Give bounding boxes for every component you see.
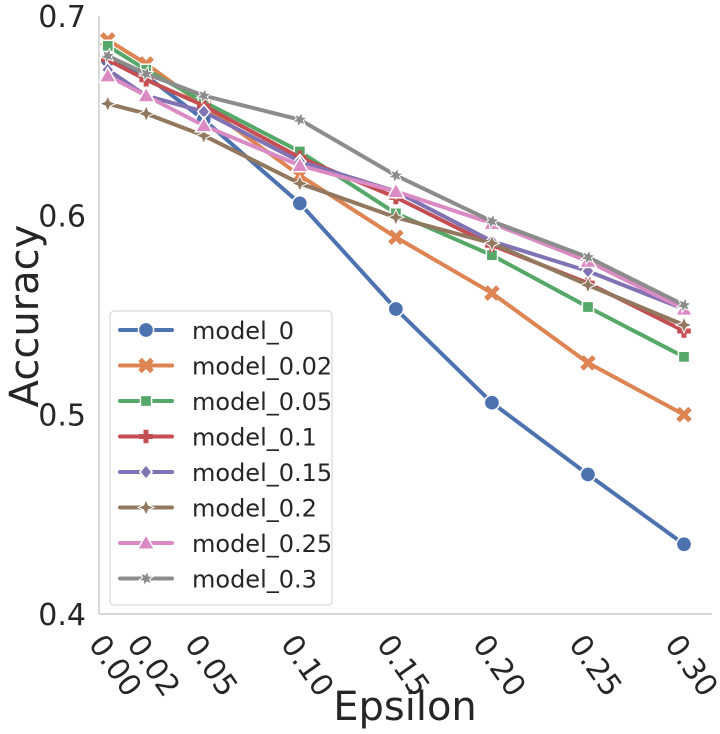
legend-item: model_0.3 <box>118 566 317 594</box>
data-point <box>194 126 214 145</box>
data-point <box>580 355 596 371</box>
series-line <box>105 43 686 359</box>
legend-label: model_0.25 <box>192 530 332 558</box>
series-line <box>105 101 686 327</box>
data-point <box>136 104 156 123</box>
data-point <box>482 233 502 253</box>
data-point <box>195 87 213 105</box>
data-point <box>578 275 598 295</box>
data-point <box>194 115 214 133</box>
data-point <box>290 174 310 193</box>
x-tick-label: 0.10 <box>273 629 340 704</box>
legend-label: model_0.2 <box>192 495 317 523</box>
x-tick-label: 0.30 <box>657 629 720 704</box>
data-point <box>674 315 694 335</box>
legend-label: model_0.3 <box>192 566 317 594</box>
data-point <box>579 466 597 483</box>
y-tick-label: 0.7 <box>38 0 86 35</box>
legend-box <box>109 310 333 606</box>
axes <box>98 16 712 615</box>
data-point <box>291 111 309 129</box>
data-point <box>290 155 310 173</box>
data-point <box>137 65 155 83</box>
data-point <box>138 357 154 374</box>
data-point <box>484 285 500 301</box>
data-point <box>675 296 693 314</box>
x-axis-title: Epsilon <box>333 684 477 730</box>
series-line <box>105 73 686 312</box>
data-point <box>139 429 153 444</box>
data-point <box>138 463 154 481</box>
legend-item: model_0.1 <box>118 424 317 452</box>
data-point <box>386 208 406 227</box>
y-tick-label: 0.5 <box>38 399 86 434</box>
data-point <box>136 85 156 103</box>
data-point <box>98 94 118 113</box>
legend-label: model_0.02 <box>192 353 332 381</box>
legend-label: model_0.15 <box>192 459 332 487</box>
data-point <box>98 65 118 83</box>
series-model_0.2 <box>98 94 694 335</box>
legend-item: model_0 <box>118 317 294 345</box>
legend-item: model_0.05 <box>118 388 332 416</box>
data-point <box>675 535 693 553</box>
data-point <box>291 195 309 212</box>
data-point <box>139 394 153 408</box>
x-tick-label: 0.25 <box>561 629 628 704</box>
legend-item: model_0.25 <box>118 530 332 558</box>
data-point <box>387 300 405 318</box>
data-point <box>581 300 595 314</box>
y-tick-label: 0.6 <box>38 199 86 234</box>
data-point <box>136 533 156 551</box>
legend-label: model_0.1 <box>192 424 317 452</box>
legend-label: model_0 <box>192 317 294 345</box>
series-model_0.3 <box>99 47 693 314</box>
data-point <box>101 39 115 53</box>
data-point <box>483 394 501 412</box>
data-point <box>388 229 404 246</box>
y-tick-label: 0.4 <box>38 598 86 633</box>
series-line <box>105 53 686 308</box>
legend-item: model_0.15 <box>118 459 332 487</box>
data-point <box>677 350 691 364</box>
y-axis-title: Accuracy <box>2 225 48 408</box>
data-point <box>386 181 406 199</box>
data-point <box>136 498 156 517</box>
legend-item: model_0.02 <box>118 353 332 381</box>
data-point <box>387 166 405 185</box>
legend: model_0 model_0.02 model_0.05 model_0.1mode… <box>109 310 333 606</box>
series-line <box>105 37 686 417</box>
data-point <box>137 569 155 588</box>
series-layer <box>98 32 694 553</box>
y-tick-labels: 0.4 0.5 0.6 0.7 <box>38 0 86 633</box>
data-point <box>483 212 501 230</box>
legend-item: model_0.2 <box>118 495 317 523</box>
data-point <box>99 47 117 65</box>
data-point <box>676 406 692 423</box>
legend-label: model_0.05 <box>192 388 332 416</box>
data-point <box>137 321 155 339</box>
data-point <box>579 248 597 266</box>
x-tick-label: 0.05 <box>177 629 244 704</box>
